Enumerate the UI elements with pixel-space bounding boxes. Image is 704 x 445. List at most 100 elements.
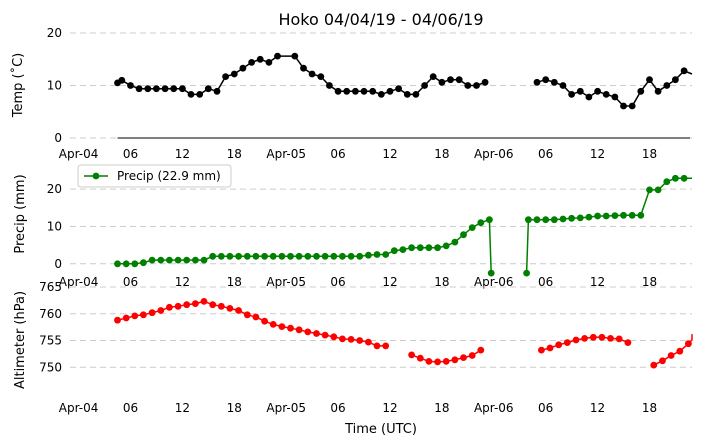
- precip-data-point: [594, 212, 601, 220]
- temp-x-tick-label: Apr-04: [59, 147, 99, 161]
- temp-data-point: [611, 93, 619, 101]
- temp-data-point: [213, 87, 221, 95]
- precip-data-point: [166, 256, 173, 264]
- temp-data-point: [447, 76, 454, 84]
- precip-x-tick-label: 06: [330, 275, 345, 289]
- precip-data-point: [200, 256, 208, 264]
- precip-data-point: [373, 251, 381, 258]
- altimeter-y-tick-label: 750: [39, 360, 62, 374]
- altimeter-y-tick-label: 760: [39, 307, 62, 321]
- temp-data-point: [386, 87, 394, 95]
- precip-data-point: [576, 214, 584, 222]
- precip-x-tick-label: 18: [434, 275, 449, 289]
- precip-data-point: [533, 216, 541, 224]
- precip-data-point: [278, 252, 286, 260]
- temp-data-point: [127, 82, 134, 89]
- precip-data-point: [487, 269, 495, 277]
- temp-data-point: [680, 67, 688, 75]
- precip-data-point: [226, 252, 234, 260]
- altimeter-data-point: [295, 326, 303, 334]
- altimeter-data-point: [174, 302, 182, 310]
- altimeter-data-point: [425, 358, 433, 365]
- precip-data-point: [192, 256, 199, 264]
- precip-x-tick-label: Apr-05: [266, 275, 306, 289]
- precip-x-tick-label: 12: [175, 275, 190, 289]
- altimeter-data-point: [581, 335, 588, 342]
- temp-data-point: [144, 85, 152, 93]
- temp-data-point: [576, 87, 584, 95]
- altimeter-data-point: [460, 354, 467, 361]
- temp-data-point: [135, 85, 143, 93]
- altimeter-data-point: [122, 314, 130, 322]
- precip-data-point: [347, 252, 355, 260]
- temp-data-point: [585, 93, 593, 101]
- precip-data-point: [174, 256, 182, 264]
- altimeter-x-tick-label: Apr-06: [474, 401, 514, 415]
- temp-x-tick-label: 06: [330, 147, 345, 161]
- temp-x-tick-label: 18: [642, 147, 657, 161]
- altimeter-data-point: [157, 307, 165, 314]
- temp-data-point: [455, 76, 463, 84]
- altimeter-x-tick-label: 06: [538, 401, 553, 415]
- altimeter-x-tick-label: 18: [434, 401, 449, 415]
- panel-temp: 0 10 20 Temp (˚C) Apr-04 06 12 18 Apr-05 06 12 18 Ap…: [10, 26, 693, 161]
- altimeter-data-point: [546, 344, 554, 352]
- precip-data-point: [611, 212, 619, 220]
- temp-y-tick-label: 10: [47, 79, 62, 93]
- precip-data-point: [131, 260, 139, 268]
- altimeter-data-point: [278, 323, 286, 330]
- altimeter-data-point: [442, 358, 450, 365]
- altimeter-data-point: [217, 302, 225, 310]
- temp-data-point: [533, 78, 541, 86]
- altimeter-data-point: [140, 311, 147, 319]
- temp-data-point: [412, 91, 420, 98]
- precip-data-point: [672, 174, 679, 182]
- precip-data-point: [654, 186, 662, 194]
- altimeter-data-point: [304, 328, 312, 336]
- temp-data-point: [300, 64, 307, 72]
- temp-series-line: [536, 69, 693, 107]
- altimeter-data-point: [667, 352, 675, 359]
- precip-series-line: [525, 177, 692, 274]
- legend-box: [77, 164, 232, 188]
- temp-y-axis-label: Temp (˚C): [10, 53, 26, 119]
- precip-data-point: [235, 252, 243, 260]
- precip-data-point: [252, 252, 260, 260]
- temp-x-tick-label: 12: [590, 147, 605, 161]
- precip-data-point: [365, 251, 372, 259]
- precip-data-point: [477, 219, 485, 227]
- precip-y-tick-label: 20: [47, 182, 62, 196]
- temp-data-point: [256, 55, 264, 63]
- precip-data-point: [122, 260, 130, 268]
- temp-data-point: [377, 91, 385, 98]
- legend-swatch-marker: [92, 172, 100, 180]
- temp-data-point: [542, 76, 550, 84]
- altimeter-y-axis-label: Altimeter (hPa): [13, 291, 28, 389]
- altimeter-data-point: [365, 338, 372, 346]
- precip-y-tick-label: 0: [54, 257, 62, 271]
- precip-data-point: [304, 252, 312, 260]
- precip-data-point: [434, 244, 441, 252]
- precip-data-point: [620, 211, 627, 219]
- temp-data-point: [481, 78, 489, 86]
- temp-data-point: [118, 76, 126, 84]
- precip-data-point: [140, 259, 147, 267]
- precip-x-tick-label: 18: [642, 275, 657, 289]
- altimeter-x-tick-label: 12: [175, 401, 190, 415]
- precip-data-point: [460, 231, 467, 239]
- precip-data-point: [559, 215, 567, 223]
- precip-y-tick-label: 10: [47, 219, 62, 233]
- precip-data-point: [243, 252, 251, 260]
- precip-data-point: [637, 211, 645, 219]
- precip-data-point: [339, 252, 346, 260]
- precip-data-point: [550, 216, 558, 224]
- temp-x-tick-label: Apr-06: [474, 147, 514, 161]
- altimeter-data-point: [598, 333, 606, 341]
- precip-data-point: [399, 246, 407, 254]
- temp-data-point: [628, 102, 636, 110]
- temp-data-point: [153, 85, 160, 93]
- altimeter-data-point: [148, 309, 156, 317]
- x-axis-label: Time (UTC): [344, 422, 417, 437]
- temp-data-point: [230, 70, 238, 78]
- altimeter-data-point: [356, 337, 364, 344]
